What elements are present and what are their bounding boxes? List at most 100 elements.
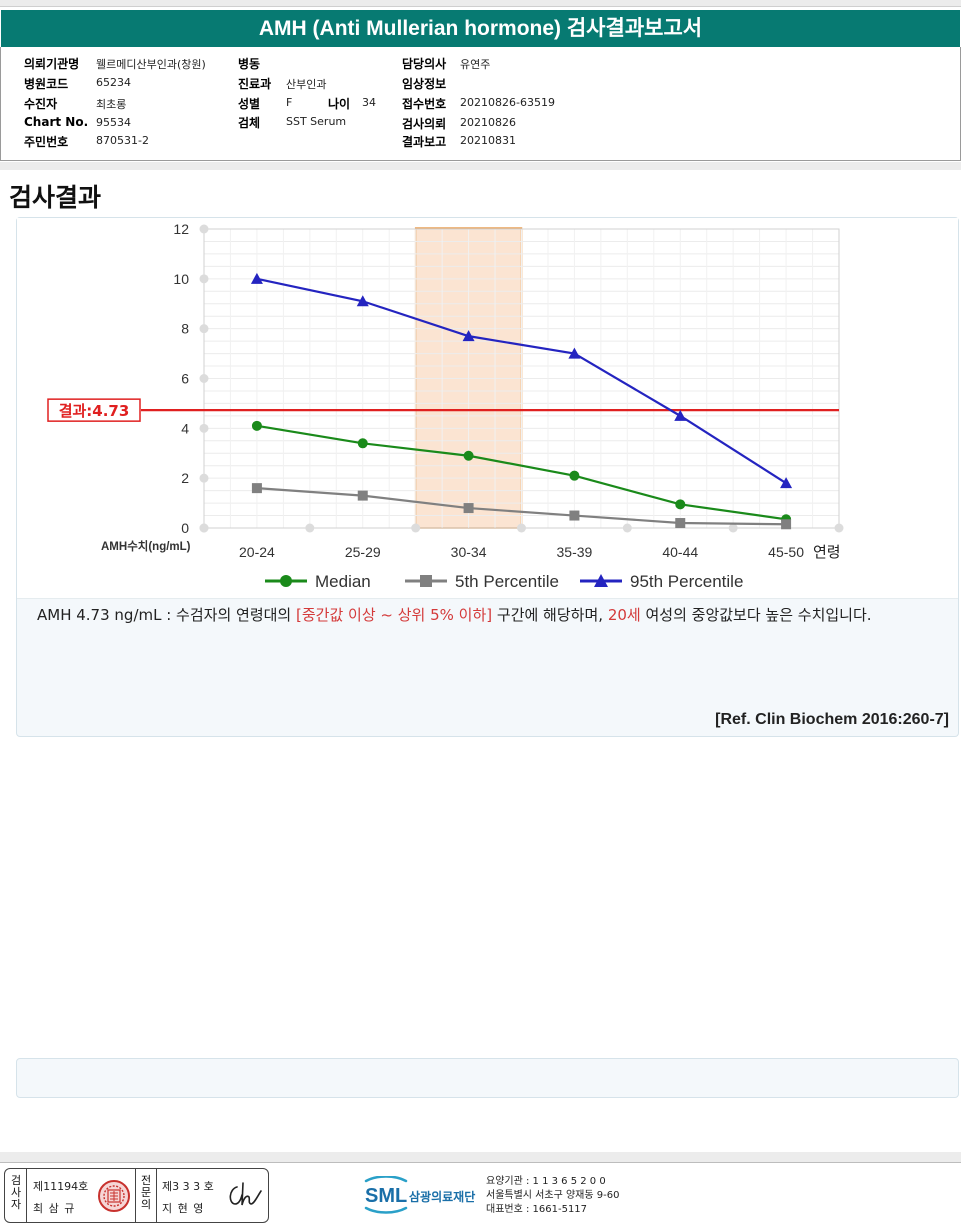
x-tick-dot <box>834 523 844 533</box>
section-divider <box>0 162 961 170</box>
tester-label: 검사자 <box>8 1175 24 1211</box>
y-tick-label: 8 <box>181 321 189 337</box>
series-line-1 <box>256 487 787 526</box>
x-tick-label: 35-39 <box>557 544 593 560</box>
y-tick-label: 0 <box>181 520 189 536</box>
data-point-0 <box>569 470 580 481</box>
value-specimen: SST Serum <box>286 115 347 128</box>
org-logo-text: SML <box>365 1185 407 1207</box>
label-chart-no: Chart No. <box>24 115 89 129</box>
value-resident-no: 870531-2 <box>96 134 149 147</box>
sml-logo-icon: SML 삼광의료재단 <box>364 1175 475 1214</box>
interpretation-range: [중간값 이상 ~ 상위 5% 이하] <box>296 606 493 624</box>
label-department: 진료과 <box>238 77 272 91</box>
organization-info: 요양기관 : 1 1 3 6 5 2 0 0 서울특별시 서초구 양재동 9-6… <box>486 1175 619 1217</box>
label-report-date: 결과보고 <box>402 135 447 149</box>
y-tick-dot <box>199 473 209 483</box>
value-receipt-no: 20210826-63519 <box>460 96 555 109</box>
label-patient-name: 수진자 <box>24 97 58 111</box>
value-doctor: 유연주 <box>460 58 491 71</box>
value-patient-name: 최초롱 <box>96 98 127 111</box>
section-title: 검사결과 <box>9 183 102 212</box>
footer-divider <box>0 1152 961 1163</box>
legend-marker-2 <box>594 574 608 587</box>
tester-label-text: 검사자 <box>10 1174 22 1211</box>
y-axis-label: AMH수치(ng/mL) <box>101 539 191 553</box>
y-tick-label: 2 <box>181 470 189 486</box>
x-axis-label: 연령 <box>813 543 841 561</box>
specialist-label-text: 전문의 <box>140 1174 152 1211</box>
data-point-2 <box>462 330 475 342</box>
value-sex: F <box>286 96 293 109</box>
signature-box: 검사자 제11194호 최 삼 규 전문의 제3 3 3 호 지 현 영 <box>4 1168 269 1223</box>
value-chart-no: 95534 <box>96 116 131 129</box>
label-sex: 성별 <box>238 97 261 111</box>
data-point-0 <box>251 420 262 431</box>
value-requesting-org: 웰르메디산부인과(창원) <box>96 58 206 71</box>
top-strip <box>0 0 961 7</box>
value-hospital-code: 65234 <box>96 76 131 89</box>
legend-marker-0 <box>280 575 292 587</box>
label-resident-no: 주민번호 <box>24 135 69 149</box>
label-requesting-org: 의뢰기관명 <box>24 57 80 71</box>
y-tick-dot <box>199 423 209 433</box>
legend-marker-1 <box>420 575 432 587</box>
reference-citation: [Ref. Clin Biochem 2016:260-7] <box>715 711 949 728</box>
data-point-0 <box>675 499 686 510</box>
y-tick-dot <box>199 374 209 383</box>
seal-stamp-icon <box>98 1180 130 1212</box>
y-tick-label: 10 <box>173 271 189 287</box>
label-age: 나이 <box>328 97 351 111</box>
specialist-label: 전문의 <box>138 1175 154 1211</box>
x-tick-dot <box>728 523 738 533</box>
x-tick-dot <box>411 523 421 533</box>
patient-info-panel: 의뢰기관명 웰르메디산부인과(창원) 병원코드 65234 수진자 최초롱 Ch… <box>0 47 961 161</box>
data-point-0 <box>463 450 474 461</box>
org-address: 서울특별시 서초구 양재동 9-60 <box>486 1190 620 1201</box>
y-tick-dot <box>199 324 209 334</box>
interpretation-text: AMH 4.73 ng/mL : 수검자의 연령대의 [중간값 이상 ~ 상위 … <box>37 603 959 628</box>
interpretation-part2: 구간에 해당하며, <box>492 606 608 624</box>
data-point-1 <box>781 519 792 530</box>
x-tick-label: 30-34 <box>451 544 487 560</box>
data-point-2 <box>674 409 687 421</box>
x-tick-label: 40-44 <box>662 544 698 560</box>
x-tick-dot <box>622 523 632 533</box>
value-age: 34 <box>362 96 376 109</box>
data-point-1 <box>569 510 580 521</box>
x-tick-dot <box>305 523 315 533</box>
result-label-box <box>47 398 141 422</box>
legend-label-0: Median <box>315 572 371 591</box>
data-point-2 <box>780 477 793 489</box>
specialist-license-no: 제3 3 3 호 <box>162 1180 214 1193</box>
y-tick-label: 4 <box>181 420 189 436</box>
org-code: 요양기관 : 1 1 3 6 5 2 0 0 <box>486 1176 606 1187</box>
value-department: 산부인과 <box>286 78 327 91</box>
x-tick-label: 45-50 <box>768 544 804 560</box>
label-doctor: 담당의사 <box>402 57 447 71</box>
series-line-0 <box>256 424 787 521</box>
data-point-2 <box>250 272 263 284</box>
y-tick-dot <box>199 224 209 234</box>
label-ward: 병동 <box>238 57 261 71</box>
report-title: AMH (Anti Mullerian hormone) 검사결과보고서 <box>1 10 960 47</box>
value-request-date: 20210826 <box>460 116 516 129</box>
value-report-date: 20210831 <box>460 134 516 147</box>
data-point-1 <box>357 490 368 501</box>
series-line-2 <box>256 277 787 485</box>
comment-box <box>16 1058 959 1098</box>
data-point-1 <box>251 483 262 494</box>
org-name: 삼광의료재단 <box>409 1189 475 1204</box>
data-point-2 <box>568 347 581 359</box>
org-phone: 대표번호 : 1661-5117 <box>486 1204 588 1215</box>
x-tick-label: 20-24 <box>239 544 275 560</box>
interpretation-part1: AMH 4.73 ng/mL : 수검자의 연령대의 <box>37 606 296 624</box>
result-label: 결과:4.73 <box>59 402 130 420</box>
x-tick-label: 25-29 <box>345 544 381 560</box>
chart-area: 0 2 4 6 8 10 12 AMH수치(ng/mL) 20-24 25-29 30-34 35-3… <box>17 218 958 599</box>
label-receipt-no: 접수번호 <box>402 97 447 111</box>
data-point-1 <box>463 503 474 514</box>
y-tick-dot <box>199 274 209 284</box>
legend-label-1: 5th Percentile <box>455 572 559 591</box>
label-specimen: 검체 <box>238 116 261 130</box>
